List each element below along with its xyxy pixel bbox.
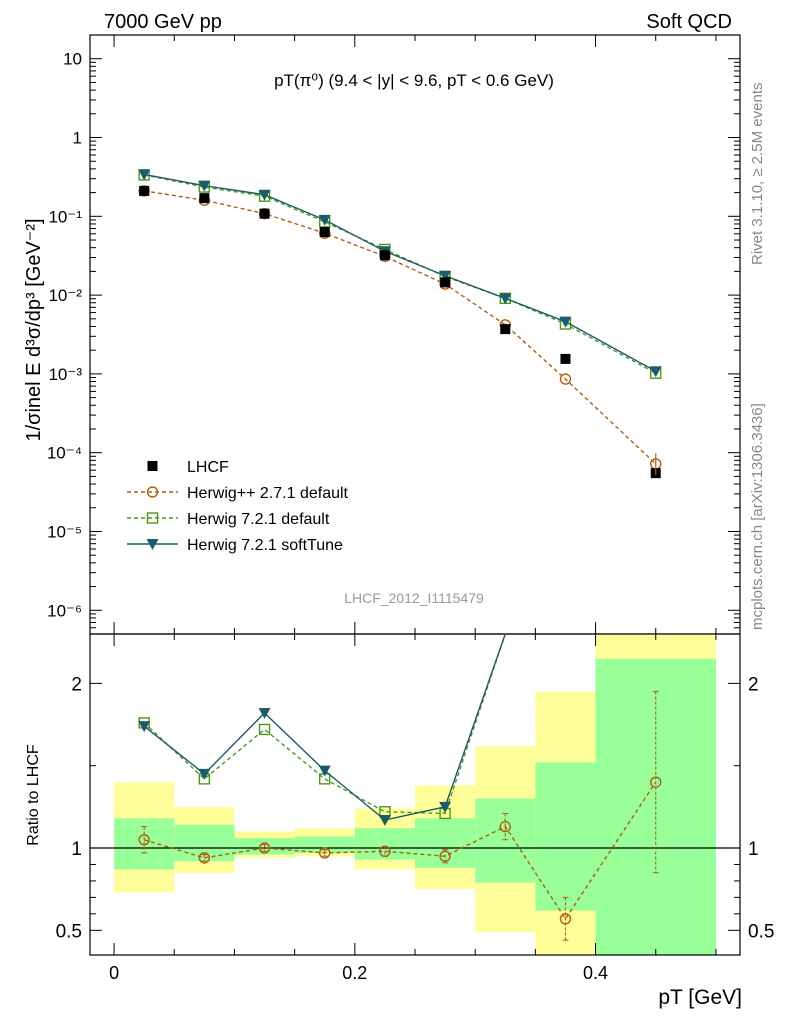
series-line-1	[144, 190, 657, 465]
data-point-series-0	[259, 208, 270, 219]
uncertainty-band-green	[354, 828, 415, 860]
mcplots-credit-label: mcplots.cern.ch [arXiv:1306.3436]	[749, 403, 766, 630]
legend-label: Herwig++ 2.7.1 default	[187, 485, 349, 502]
legend-marker	[147, 461, 158, 471]
data-point-series-1	[559, 373, 572, 385]
header-right: Soft QCD	[646, 11, 732, 33]
uncertainty-band-green	[535, 762, 596, 911]
ratio-y-tick-label: 2	[71, 674, 82, 695]
uncertainty-band-green	[475, 798, 536, 883]
legend-label: Herwig 7.2.1 softTune	[187, 537, 343, 554]
header-left: 7000 GeV pp	[104, 11, 222, 33]
data-point-series-0	[560, 353, 571, 364]
ratio-x-tick-label: 0.4	[583, 963, 608, 983]
data-point-series-0	[379, 250, 390, 261]
legend: LHCF Herwig++ 2.7.1 default Herwig 7.2.1 d…	[127, 459, 349, 554]
main-y-tick-label: 10⁻⁶	[47, 601, 82, 620]
ratio-point-2	[439, 801, 452, 813]
legend-marker	[146, 512, 159, 524]
main-panel: 10⁻⁶ 10⁻⁵ 10⁻⁴ 10⁻³ 10⁻² 10⁻¹ 1 10	[47, 34, 741, 635]
ratio-point-0	[559, 913, 572, 925]
data-point-series-3	[138, 169, 151, 181]
ratio-x-tick-label: 0.2	[342, 963, 367, 983]
data-point-series-3	[198, 180, 211, 192]
main-y-tick-label: 1	[73, 129, 82, 148]
analysis-watermark: LHCF_2012_I1115479	[344, 590, 484, 606]
main-y-tick-label: 10⁻²	[48, 286, 82, 305]
x-axis-label: pT [GeV]	[658, 986, 742, 1009]
ratio-point-2	[138, 721, 151, 733]
ratio-y-tick-label: 0.5	[56, 921, 82, 942]
data-point-series-0	[139, 185, 150, 196]
uncertainty-band-green	[415, 818, 476, 868]
ratio-line-1	[143, 633, 506, 815]
ratio-point-1	[258, 723, 271, 736]
legend-label: Herwig 7.2.1 default	[187, 511, 330, 528]
legend-marker	[146, 539, 159, 550]
rivet-version-label: Rivet 3.1.10, ≥ 2.5M events	[749, 83, 766, 266]
ratio-point-0	[258, 842, 271, 854]
main-y-tick-label: 10⁻³	[48, 365, 82, 384]
ratio-point-2	[318, 765, 331, 777]
main-y-tick-label: 10	[63, 50, 82, 69]
ratio-point-0	[650, 776, 662, 788]
series-line-2	[144, 174, 657, 374]
main-y-tick-label: 10⁻⁴	[47, 444, 82, 463]
data-point-series-3	[649, 366, 662, 378]
data-point-series-0	[500, 324, 511, 335]
main-y-tick-label: 10⁻⁵	[47, 522, 82, 541]
ratio-point-2	[258, 708, 271, 720]
ratio-panel: 0 0.2 0.4 0.5 0.5 1 1 2 2	[56, 633, 774, 983]
ratio-point-0	[198, 852, 211, 864]
ratio-y-tick-label-right: 1	[748, 839, 759, 860]
data-point-series-0	[319, 227, 330, 238]
main-y-tick-label: 10⁻¹	[48, 207, 82, 226]
ratio-point-0	[439, 850, 451, 862]
legend-label: LHCF	[187, 459, 229, 476]
ratio-point-2	[198, 768, 211, 780]
ratio-point-2	[378, 815, 391, 827]
ratio-point-0	[499, 820, 511, 833]
data-point-series-0	[199, 193, 210, 204]
data-point-series-0	[440, 277, 451, 288]
data-point-series-3	[559, 316, 572, 328]
ratio-point-0	[138, 834, 150, 846]
ratio-point-0	[379, 845, 391, 857]
legend-marker	[146, 486, 159, 498]
data-point-series-3	[318, 214, 331, 226]
ratio-point-0	[319, 847, 331, 859]
data-point-series-3	[258, 189, 271, 201]
ratio-y-tick-label-right: 2	[748, 674, 759, 695]
data-point-series-3	[499, 293, 512, 305]
ratio-y-axis-label: Ratio to LHCF	[25, 744, 42, 846]
ratio-y-tick-label-right: 0.5	[748, 921, 774, 942]
uncertainty-band-green	[294, 836, 355, 853]
main-y-axis-label: 1/σinel E d³σ/dp³ [GeV⁻²]	[23, 218, 45, 441]
ratio-x-tick-label: 0	[109, 963, 119, 983]
chart-title: pT(π⁰) (9.4 < |y| < 9.6, pT < 0.6 GeV)	[274, 71, 554, 90]
ratio-y-tick-label: 1	[71, 839, 82, 860]
data-point-series-3	[439, 270, 452, 282]
